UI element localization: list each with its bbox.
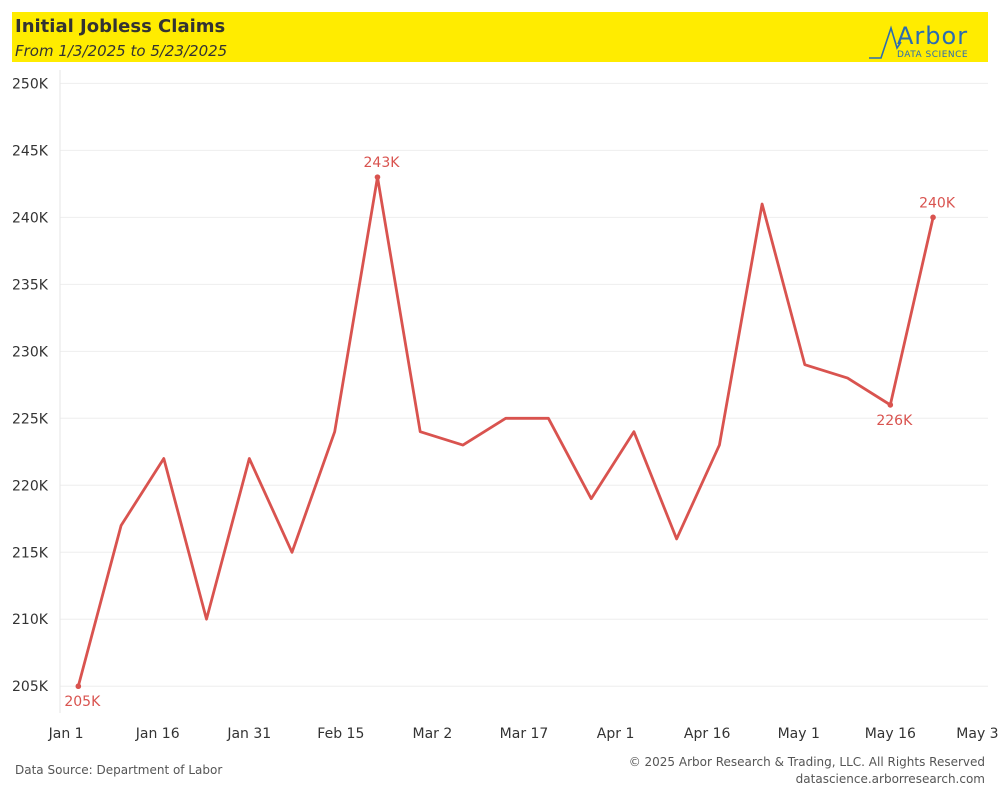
chart-header: Initial Jobless Claims From 1/3/2025 to … [12, 12, 988, 62]
x-tick-label: Jan 16 [135, 726, 180, 742]
data-point [374, 174, 381, 180]
x-tick-label: Mar 2 [413, 726, 453, 742]
y-tick-label: 205K [12, 679, 49, 695]
logo-wordmark: Arbor [897, 22, 969, 50]
data-point [930, 214, 936, 221]
footer-credits: © 2025 Arbor Research & Trading, LLC. Al… [629, 754, 985, 788]
data-label: 205K [64, 694, 101, 710]
data-point [75, 683, 82, 690]
line-chart: 205K 210K 215K 220K 225K 230K 235K 240K 245K 250K… [12, 70, 1000, 742]
series-line [76, 175, 935, 688]
x-tick-label: Feb 15 [317, 726, 364, 742]
y-tick-label: 215K [12, 545, 49, 561]
logo-subtext: DATA SCIENCE [897, 50, 969, 60]
y-tick-label: 235K [12, 277, 49, 293]
website-text: datascience.arborresearch.com [795, 772, 985, 786]
data-label: 226K [876, 413, 913, 429]
y-tick-label: 250K [12, 76, 49, 92]
x-tick-label: Jan 1 [48, 726, 84, 742]
copyright-text: © 2025 Arbor Research & Trading, LLC. Al… [628, 755, 985, 769]
x-tick-label: Apr 1 [597, 726, 635, 742]
y-tick-label: 240K [12, 210, 49, 226]
y-tick-label: 230K [12, 344, 49, 360]
chart-title: Initial Jobless Claims [15, 16, 226, 37]
data-point [887, 402, 894, 408]
data-label: 243K [364, 155, 401, 171]
y-tick-label: 210K [12, 612, 49, 628]
y-tick-label: 220K [12, 478, 49, 494]
x-tick-label: Mar 17 [500, 726, 549, 742]
logo-mountain-icon [869, 25, 902, 59]
y-tick-label: 245K [12, 143, 49, 159]
x-tick-label: Jan 31 [226, 726, 271, 742]
arbor-logo: Arbor DATA SCIENCE [867, 14, 982, 60]
data-label: 240K [919, 195, 956, 211]
x-tick-label: Apr 16 [684, 726, 731, 742]
x-tick-label: May 1 [778, 726, 820, 742]
chart-subtitle: From 1/3/2025 to 5/23/2025 [15, 42, 228, 60]
x-tick-label: May 16 [865, 726, 916, 742]
x-tick-label: May 31 [956, 726, 1000, 742]
y-tick-label: 225K [12, 411, 49, 427]
data-source: Data Source: Department of Labor [15, 763, 223, 777]
